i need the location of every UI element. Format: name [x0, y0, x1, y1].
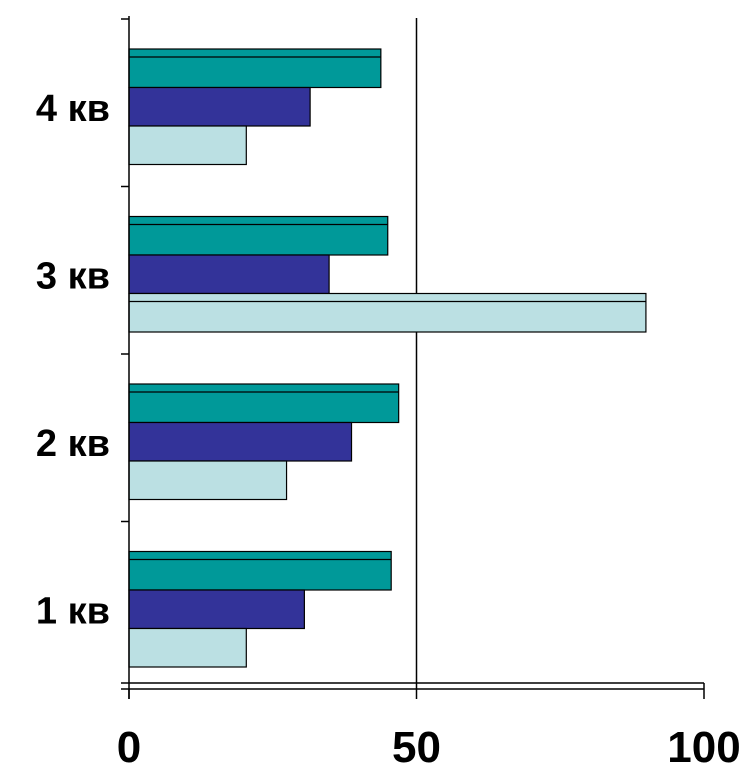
- x-tick-label: 50: [392, 723, 441, 768]
- bar-2-кв-series-3: [128, 460, 288, 501]
- category-label: 2 кв: [36, 423, 110, 465]
- bar-1-кв-series-1: [128, 550, 392, 591]
- bar-2-кв-series-1: [128, 383, 400, 424]
- bar-3-кв-series-1: [128, 215, 389, 256]
- bar-4-кв-series-1: [128, 48, 382, 89]
- plot-area: 1 кв 2 кв 3 кв 4 кв 0 50 100: [36, 16, 741, 768]
- category-label: 1 кв: [36, 590, 110, 632]
- bar-4-кв-series-2: [128, 86, 311, 127]
- bar-1-кв-series-3: [128, 627, 247, 668]
- bar-1-кв-series-2: [128, 589, 305, 630]
- bar-4-кв-series-3: [128, 125, 247, 166]
- x-tick-label: 0: [117, 723, 141, 768]
- category-label: 4 кв: [36, 88, 110, 130]
- bar-3-кв-series-2: [128, 254, 330, 295]
- bar-3-кв-series-3: [128, 292, 647, 333]
- category-label: 3 кв: [36, 255, 110, 297]
- bar-2-кв-series-2: [128, 421, 353, 462]
- x-tick-label: 100: [667, 723, 740, 768]
